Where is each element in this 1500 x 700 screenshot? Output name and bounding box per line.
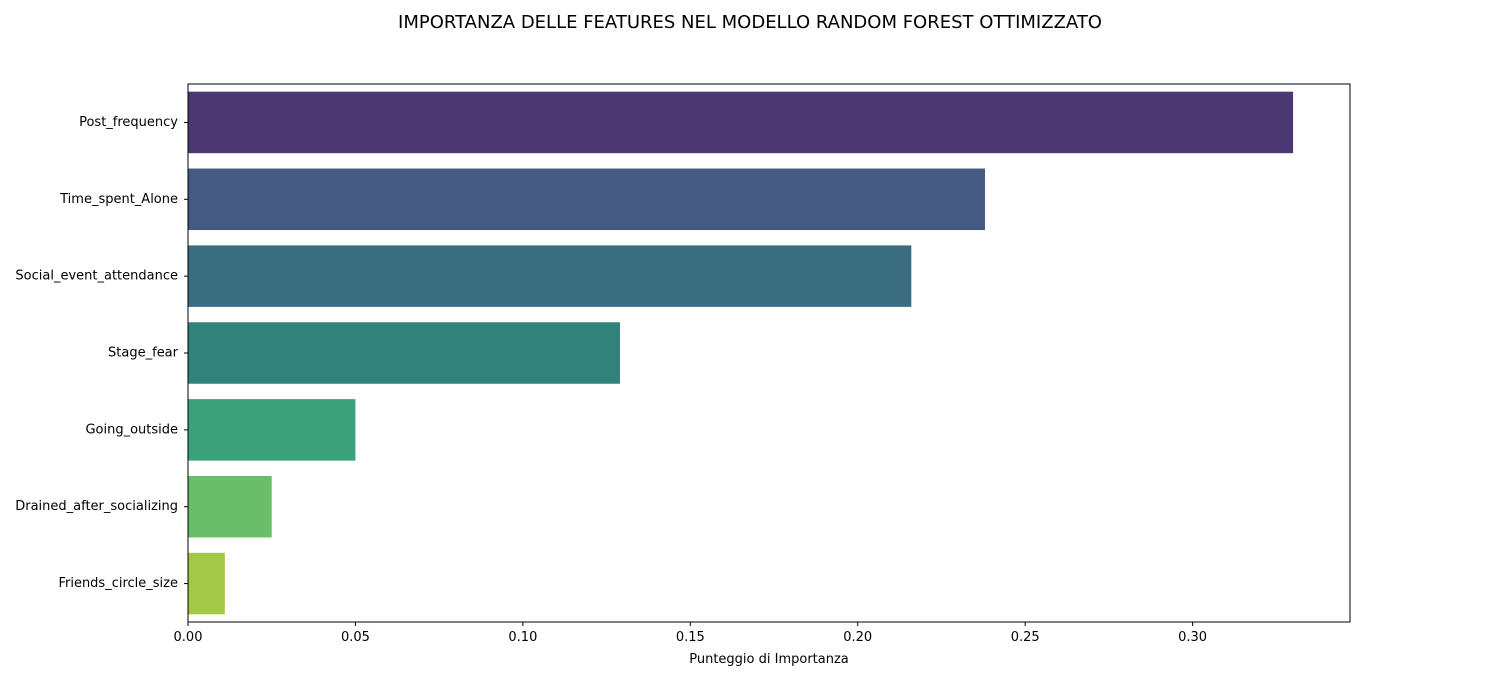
y-tick-label: Friends_circle_size [58,576,178,591]
x-tick-label: 0.10 [508,630,537,645]
bar-post-frequency [188,91,1294,154]
x-tick-label: 0.20 [843,630,872,645]
bar-social-event-attendance [188,245,912,307]
x-axis-label: Punteggio di Importanza [689,652,849,667]
y-tick-label: Social_event_attendance [15,269,178,284]
y-tick-label: Post_frequency [79,115,178,130]
x-axis-ticks: 0.00 0.05 0.10 0.15 0.20 0.25 0.30 [174,622,1207,645]
bar-stage-fear [188,322,620,384]
chart-title: IMPORTANZA DELLE FEATURES NEL MODELLO RA… [398,12,1102,33]
bar-time-spent-alone [188,168,985,231]
x-tick-label: 0.05 [341,630,370,645]
y-tick-label: Going_outside [85,422,178,437]
x-tick-label: 0.00 [174,630,203,645]
y-tick-label: Stage_fear [108,346,179,361]
bar-going-outside [188,399,356,461]
y-tick-label: Time_spent_Alone [59,192,178,207]
bar-friends-circle-size [188,552,225,615]
x-tick-label: 0.15 [676,630,705,645]
plot-frame [187,83,1351,623]
x-tick-label: 0.25 [1011,630,1040,645]
x-tick-label: 0.30 [1178,630,1207,645]
y-axis-ticks: Post_frequency Time_spent_Alone Social_eve… [15,115,188,591]
bars-layer [188,91,1294,615]
bar-drained-after-socializing [188,475,272,538]
y-tick-label: Drained_after_socializing [15,499,178,514]
